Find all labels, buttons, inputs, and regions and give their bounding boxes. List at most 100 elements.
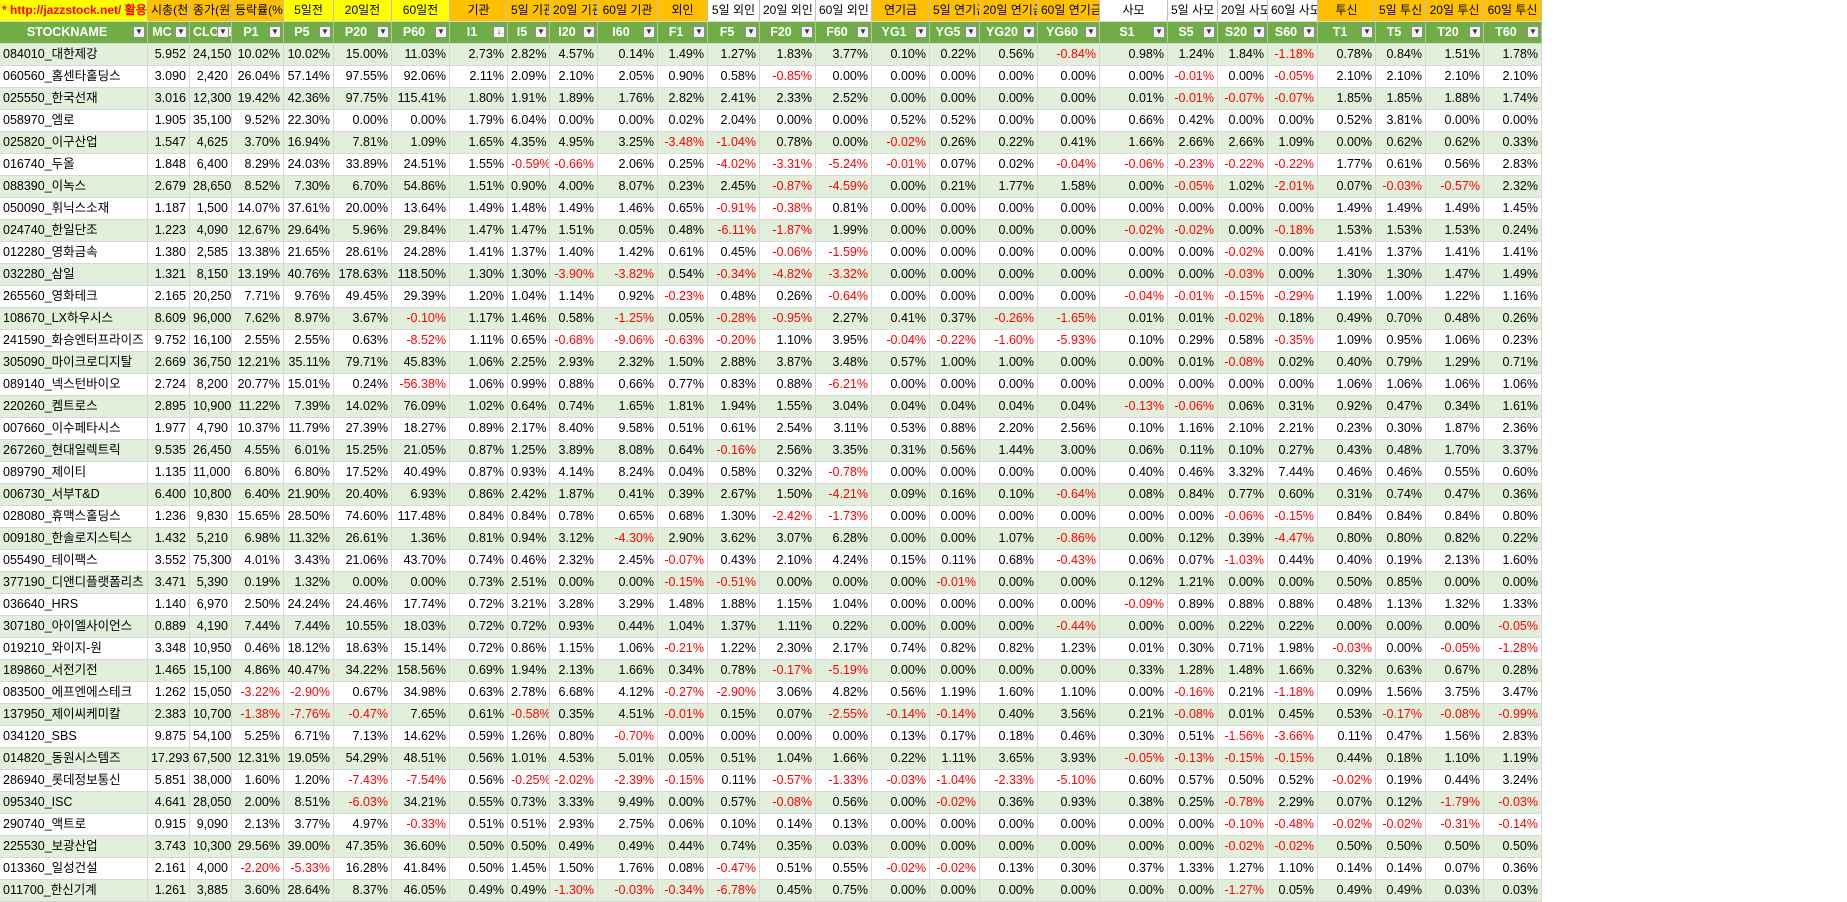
cell-p20[interactable]: 34.22% <box>334 660 392 682</box>
cell-close[interactable]: 5,390 <box>190 572 232 594</box>
column-header-f60[interactable]: F60 ▼ <box>816 22 872 44</box>
cell-t1[interactable]: 0.11% <box>1318 726 1376 748</box>
stock-name-cell[interactable]: 025820_이구산업 <box>0 132 148 154</box>
cell-s20[interactable]: 0.71% <box>1218 638 1268 660</box>
cell-yg20[interactable]: 0.00% <box>980 198 1038 220</box>
cell-f5[interactable]: 0.48% <box>708 286 760 308</box>
cell-s20[interactable]: 1.27% <box>1218 858 1268 880</box>
cell-p1[interactable]: 13.19% <box>232 264 284 286</box>
cell-s5[interactable]: -0.02% <box>1168 220 1218 242</box>
cell-s1[interactable]: 0.00% <box>1100 814 1168 836</box>
cell-t5[interactable]: -0.02% <box>1376 814 1426 836</box>
cell-i60[interactable]: 2.06% <box>598 154 658 176</box>
cell-f20[interactable]: -4.82% <box>760 264 816 286</box>
cell-mc[interactable]: 3.090 <box>148 66 190 88</box>
cell-t20[interactable]: 0.47% <box>1426 484 1484 506</box>
cell-i1[interactable]: 0.63% <box>450 682 508 704</box>
cell-yg20[interactable]: 0.00% <box>980 660 1038 682</box>
cell-i1[interactable]: 1.49% <box>450 198 508 220</box>
cell-t1[interactable]: 0.23% <box>1318 418 1376 440</box>
cell-yg60[interactable]: -0.64% <box>1038 484 1100 506</box>
cell-t1[interactable]: -0.02% <box>1318 770 1376 792</box>
cell-p60[interactable]: 15.14% <box>392 638 450 660</box>
stock-name-cell[interactable]: 088390_이녹스 <box>0 176 148 198</box>
stock-name-cell[interactable]: 220260_켐트로스 <box>0 396 148 418</box>
cell-i5[interactable]: 2.82% <box>508 44 550 66</box>
cell-f60[interactable]: 1.66% <box>816 748 872 770</box>
cell-p20[interactable]: 5.96% <box>334 220 392 242</box>
cell-t60[interactable]: 1.45% <box>1484 198 1542 220</box>
cell-yg60[interactable]: 0.00% <box>1038 66 1100 88</box>
cell-f1[interactable]: 0.54% <box>658 264 708 286</box>
cell-t60[interactable]: 1.16% <box>1484 286 1542 308</box>
cell-p20[interactable]: 97.55% <box>334 66 392 88</box>
cell-i5[interactable]: 0.84% <box>508 506 550 528</box>
cell-yg1[interactable]: 0.00% <box>872 506 930 528</box>
cell-s5[interactable]: 1.24% <box>1168 44 1218 66</box>
cell-yg5[interactable]: 0.07% <box>930 154 980 176</box>
cell-f1[interactable]: -0.27% <box>658 682 708 704</box>
cell-close[interactable]: 10,900 <box>190 396 232 418</box>
cell-i60[interactable]: 0.65% <box>598 506 658 528</box>
cell-p20[interactable]: 178.63% <box>334 264 392 286</box>
cell-s5[interactable]: 0.89% <box>1168 594 1218 616</box>
cell-s1[interactable]: 0.37% <box>1100 858 1168 880</box>
cell-p5[interactable]: 9.76% <box>284 286 334 308</box>
cell-f60[interactable]: 0.00% <box>816 572 872 594</box>
cell-yg1[interactable]: 0.10% <box>872 44 930 66</box>
stock-name-cell[interactable]: 267260_현대일렉트릭 <box>0 440 148 462</box>
cell-mc[interactable]: 9.535 <box>148 440 190 462</box>
cell-t60[interactable]: 1.60% <box>1484 550 1542 572</box>
dropdown-arrow-icon[interactable]: ▼ <box>175 26 187 38</box>
stock-name-cell[interactable]: 019210_와이지-원 <box>0 638 148 660</box>
cell-f1[interactable]: 0.02% <box>658 110 708 132</box>
column-header-yg1[interactable]: YG1 ▼ <box>872 22 930 44</box>
cell-s60[interactable]: 1.66% <box>1268 660 1318 682</box>
cell-yg5[interactable]: 0.00% <box>930 374 980 396</box>
cell-t20[interactable]: 1.41% <box>1426 242 1484 264</box>
cell-yg20[interactable]: 0.00% <box>980 220 1038 242</box>
cell-t5[interactable]: 1.00% <box>1376 286 1426 308</box>
cell-close[interactable]: 28,650 <box>190 176 232 198</box>
cell-t60[interactable]: 2.83% <box>1484 154 1542 176</box>
cell-p60[interactable]: 48.51% <box>392 748 450 770</box>
cell-s1[interactable]: 1.66% <box>1100 132 1168 154</box>
cell-s20[interactable]: -0.02% <box>1218 836 1268 858</box>
cell-f60[interactable]: -2.55% <box>816 704 872 726</box>
cell-f1[interactable]: -0.23% <box>658 286 708 308</box>
cell-i60[interactable]: 2.45% <box>598 550 658 572</box>
cell-i5[interactable]: 0.93% <box>508 462 550 484</box>
cell-i1[interactable]: 1.11% <box>450 330 508 352</box>
cell-f5[interactable]: -4.02% <box>708 154 760 176</box>
cell-f5[interactable]: 0.15% <box>708 704 760 726</box>
cell-f20[interactable]: 3.87% <box>760 352 816 374</box>
cell-yg20[interactable]: 0.02% <box>980 154 1038 176</box>
cell-close[interactable]: 2,420 <box>190 66 232 88</box>
cell-f20[interactable]: -0.17% <box>760 660 816 682</box>
cell-f20[interactable]: -0.87% <box>760 176 816 198</box>
cell-p1[interactable]: 3.60% <box>232 880 284 902</box>
cell-p1[interactable]: -3.22% <box>232 682 284 704</box>
cell-i5[interactable]: 6.04% <box>508 110 550 132</box>
cell-p60[interactable]: 115.41% <box>392 88 450 110</box>
cell-f5[interactable]: -0.28% <box>708 308 760 330</box>
cell-yg20[interactable]: 0.13% <box>980 858 1038 880</box>
cell-mc[interactable]: 1.261 <box>148 880 190 902</box>
column-header-t60[interactable]: T60 ▼ <box>1484 22 1542 44</box>
cell-p20[interactable]: 26.61% <box>334 528 392 550</box>
cell-yg5[interactable]: 0.00% <box>930 286 980 308</box>
cell-p5[interactable]: 16.94% <box>284 132 334 154</box>
cell-yg20[interactable]: 0.00% <box>980 814 1038 836</box>
cell-f5[interactable]: 2.41% <box>708 88 760 110</box>
cell-f1[interactable]: 0.77% <box>658 374 708 396</box>
cell-i20[interactable]: -0.66% <box>550 154 598 176</box>
cell-close[interactable]: 11,000 <box>190 462 232 484</box>
column-header-p5[interactable]: P5 ▼ <box>284 22 334 44</box>
cell-s1[interactable]: -0.05% <box>1100 748 1168 770</box>
cell-t1[interactable]: 0.43% <box>1318 440 1376 462</box>
stock-name-cell[interactable]: 028080_휴맥스홀딩스 <box>0 506 148 528</box>
cell-yg20[interactable]: 1.60% <box>980 682 1038 704</box>
stock-name-cell[interactable]: 377190_디앤디플랫폼리츠 <box>0 572 148 594</box>
cell-s5[interactable]: 0.07% <box>1168 550 1218 572</box>
cell-s60[interactable]: -0.02% <box>1268 836 1318 858</box>
